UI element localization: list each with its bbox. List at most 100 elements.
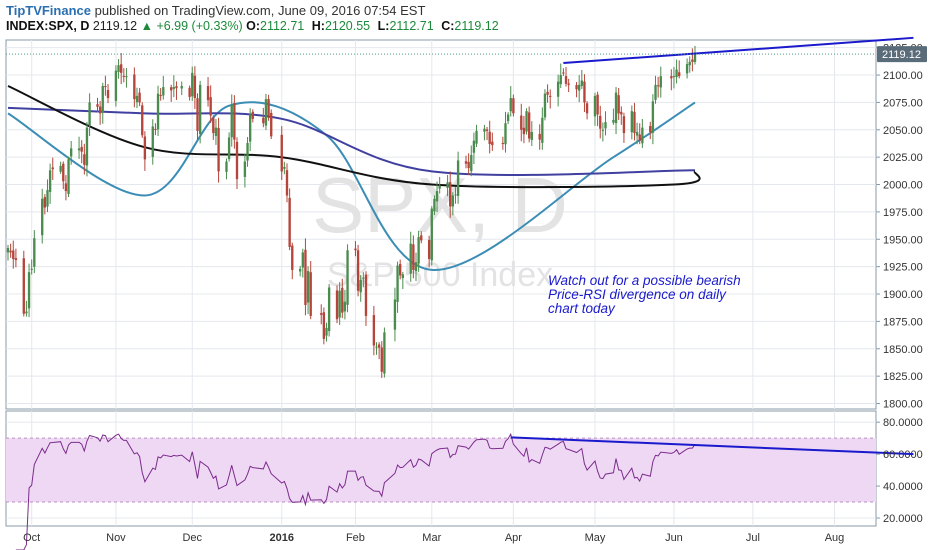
candle-body xyxy=(64,183,68,192)
annotation-note[interactable]: Watch out for a possible bearish Price-R… xyxy=(548,273,741,316)
candle-body xyxy=(338,290,341,318)
candle-body xyxy=(575,85,578,90)
candle-body xyxy=(675,69,678,78)
publisher-name[interactable]: TipTVFinance xyxy=(6,3,91,18)
candle-body xyxy=(46,190,49,207)
candle-body xyxy=(322,312,326,339)
candle-body xyxy=(414,262,418,272)
candle-body xyxy=(617,95,620,114)
candle-body xyxy=(243,161,247,177)
trendlines[interactable] xyxy=(510,36,914,456)
candle-body xyxy=(175,86,178,89)
candle-body xyxy=(564,76,568,84)
candle-body xyxy=(401,274,405,279)
last-price-tag-label: 2119.12 xyxy=(882,49,921,61)
candle-body xyxy=(420,235,423,241)
candle-body xyxy=(125,76,128,78)
open-label: O: xyxy=(246,19,260,33)
candle-body xyxy=(672,76,676,78)
candle-body xyxy=(138,92,141,103)
candle-body xyxy=(435,191,439,202)
candle-body xyxy=(264,99,268,126)
candle-body xyxy=(156,93,160,130)
candle-body xyxy=(104,86,107,88)
candle-body xyxy=(530,131,533,140)
candle-body xyxy=(69,148,73,157)
candle-body xyxy=(335,290,339,320)
candle-body xyxy=(291,245,294,270)
candle-body xyxy=(620,111,623,115)
candle-body xyxy=(417,237,420,264)
candle-body xyxy=(341,287,344,313)
candle-body xyxy=(154,128,157,130)
low-label: L: xyxy=(377,19,390,33)
candle-body xyxy=(546,91,549,95)
candle-body xyxy=(191,72,194,97)
candle-body xyxy=(162,87,165,96)
candle-body xyxy=(656,85,660,87)
candle-body xyxy=(193,75,197,99)
time-tick-label: 2016 xyxy=(270,532,294,544)
rsi-tick-label: 20.0000 xyxy=(883,513,923,525)
candle-body xyxy=(77,148,81,151)
price-tick-label: 2000.00 xyxy=(883,180,923,192)
candle-body xyxy=(438,185,441,189)
rsi-axis[interactable]: 80.0000 60.0000 40.0000 20.0000 xyxy=(876,417,923,525)
candle-body xyxy=(651,101,655,133)
candle-body xyxy=(117,65,120,73)
time-tick-label: Jul xyxy=(746,532,760,544)
candle-body xyxy=(601,129,605,131)
candle-body xyxy=(298,268,302,272)
candle-body xyxy=(141,105,144,136)
candle-body xyxy=(393,299,397,330)
candle-body xyxy=(509,98,512,112)
time-axis[interactable]: Oct Nov Dec 2016 Feb Mar Apr May Jun Jul Aug xyxy=(23,532,844,544)
change-arrow-icon: ▲ xyxy=(140,19,153,33)
candle-body xyxy=(143,136,147,160)
candle-body xyxy=(467,161,470,169)
candle-body xyxy=(427,240,431,259)
candle-body xyxy=(270,112,273,137)
time-tick-label: Jun xyxy=(665,532,683,544)
change-value: +6.99 (+0.33%) xyxy=(156,19,243,33)
candle-body xyxy=(693,54,697,62)
rsi-tick-label: 40.0000 xyxy=(883,481,923,493)
price-tick-label: 2075.00 xyxy=(883,97,923,109)
candle-body xyxy=(267,99,270,116)
price-axis[interactable]: 2125.002100.002075.002050.002025.002000.… xyxy=(876,43,923,411)
price-tick-label: 1975.00 xyxy=(883,207,923,219)
symbol-label[interactable]: INDEX:SPX, D xyxy=(6,19,90,33)
close-value: 2119.12 xyxy=(454,19,499,33)
candlesticks[interactable] xyxy=(6,45,697,378)
candle-body xyxy=(614,92,618,124)
rsi-line-group xyxy=(15,432,696,550)
candle-body xyxy=(604,122,607,129)
candle-body xyxy=(456,160,460,196)
close-label: C: xyxy=(441,19,455,33)
candle-body xyxy=(585,103,589,114)
low-value: 2112.71 xyxy=(389,19,434,33)
candle-body xyxy=(622,116,626,134)
candle-body xyxy=(159,95,162,97)
candle-body xyxy=(372,315,376,346)
candle-body xyxy=(520,115,523,130)
candle-body xyxy=(172,87,176,89)
candle-body xyxy=(133,74,136,100)
published-text: published on TradingView.com, June 09, 2… xyxy=(94,3,426,18)
candle-body xyxy=(541,117,544,143)
candle-body xyxy=(506,114,510,122)
candle-body xyxy=(246,142,249,161)
candle-body xyxy=(559,75,562,85)
candle-body xyxy=(59,165,62,172)
candle-body xyxy=(483,128,486,132)
last-price-tag-box xyxy=(877,46,927,63)
candle-body xyxy=(464,161,468,164)
candle-body xyxy=(283,167,286,169)
candle-body xyxy=(599,115,602,129)
watermark-name: S&P 500 Index xyxy=(327,256,553,294)
candle-body xyxy=(638,134,641,141)
candle-body xyxy=(649,126,652,132)
candle-body xyxy=(33,238,36,267)
last-price-tag: 2119.12 xyxy=(6,46,927,63)
